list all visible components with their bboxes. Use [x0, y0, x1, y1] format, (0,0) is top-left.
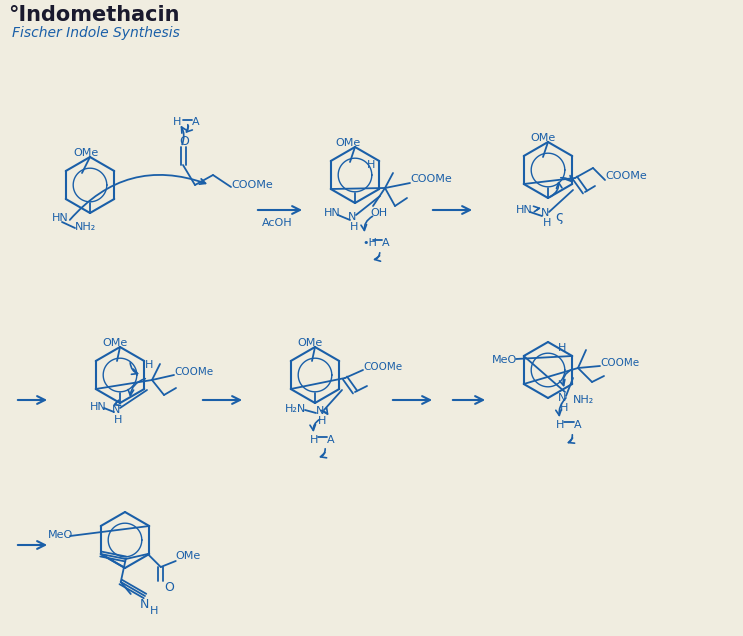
Text: °Indomethacin: °Indomethacin — [8, 5, 180, 25]
Text: COOMe: COOMe — [600, 358, 639, 368]
Text: COOMe: COOMe — [174, 367, 213, 377]
Text: H: H — [556, 420, 565, 430]
Text: OMe: OMe — [102, 338, 127, 348]
Text: N: N — [558, 393, 566, 403]
Text: H: H — [173, 117, 181, 127]
Text: H: H — [150, 606, 158, 616]
Text: H: H — [310, 435, 318, 445]
Text: H₂N: H₂N — [285, 404, 306, 414]
Text: OH: OH — [370, 208, 387, 218]
Text: H: H — [560, 403, 568, 413]
Text: H: H — [367, 160, 375, 170]
Text: COOMe: COOMe — [231, 180, 273, 190]
Text: HN: HN — [324, 208, 341, 218]
Text: A: A — [327, 435, 334, 445]
Text: O: O — [179, 135, 189, 148]
Text: AcOH: AcOH — [262, 218, 293, 228]
Text: N: N — [140, 598, 149, 611]
Text: H: H — [114, 415, 123, 425]
Text: NH₂: NH₂ — [573, 395, 594, 405]
Text: HN: HN — [90, 402, 107, 412]
Text: OMe: OMe — [297, 338, 322, 348]
Text: COOMe: COOMe — [410, 174, 452, 184]
Text: N: N — [316, 406, 325, 416]
Text: OMe: OMe — [335, 138, 360, 148]
Text: HN: HN — [516, 205, 533, 215]
Text: MeO: MeO — [48, 530, 74, 540]
Text: N: N — [348, 212, 357, 222]
Text: H: H — [558, 343, 566, 353]
Text: NH₂: NH₂ — [75, 222, 97, 232]
Text: COOMe: COOMe — [363, 362, 402, 372]
Text: A: A — [574, 420, 582, 430]
Text: A: A — [382, 238, 389, 248]
Text: •H: •H — [362, 238, 377, 248]
Text: H: H — [350, 222, 358, 232]
Text: Fischer Indole Synthesis: Fischer Indole Synthesis — [12, 26, 180, 40]
Text: OMe: OMe — [176, 551, 201, 561]
Text: H: H — [145, 360, 153, 370]
Text: ς: ς — [555, 210, 563, 224]
Text: H: H — [543, 218, 551, 228]
Text: O: O — [163, 581, 174, 594]
Text: MeO: MeO — [492, 355, 517, 365]
Text: A: A — [192, 117, 200, 127]
Text: H: H — [318, 416, 326, 426]
Text: N: N — [112, 405, 120, 415]
Text: N: N — [541, 208, 549, 218]
Text: OMe: OMe — [73, 148, 98, 158]
Text: COOMe: COOMe — [605, 171, 646, 181]
Text: HN: HN — [52, 213, 69, 223]
Text: OMe: OMe — [530, 133, 555, 143]
